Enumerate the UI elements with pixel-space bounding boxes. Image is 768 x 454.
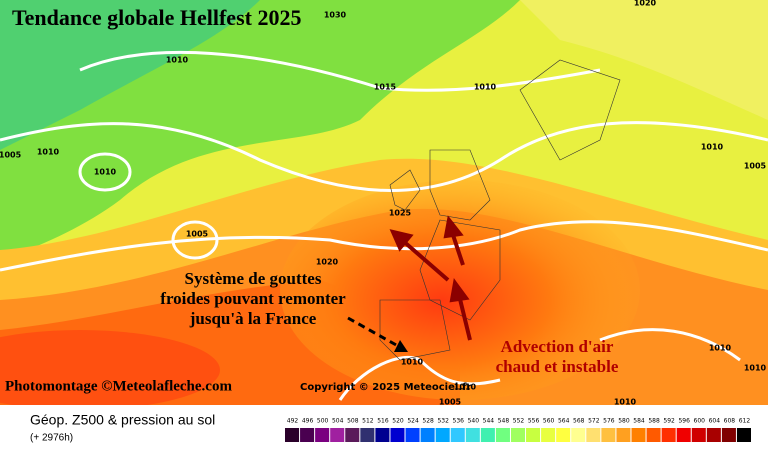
- legend-swatch: [450, 428, 465, 442]
- isobar-label: 1015: [374, 83, 397, 92]
- annotation-line: Advection d'air: [501, 337, 614, 356]
- legend-value: 516: [377, 418, 389, 425]
- annotation-line: froides pouvant remonter: [160, 289, 346, 308]
- map-background: [0, 0, 768, 410]
- legend-value: 588: [648, 418, 660, 425]
- legend-swatch: [571, 428, 586, 442]
- legend-value: 612: [739, 418, 751, 425]
- legend-swatch: [390, 428, 405, 442]
- isobar-label: 1010: [401, 358, 424, 367]
- legend-value: 552: [513, 418, 525, 425]
- map-title: Tendance globale Hellfest 2025: [12, 5, 301, 30]
- legend-value: 548: [498, 418, 510, 425]
- legend-value: 540: [468, 418, 480, 425]
- legend-value: 584: [633, 418, 645, 425]
- legend-value: 504: [332, 418, 344, 425]
- legend-value: 524: [407, 418, 419, 425]
- isobar-label: 1030: [324, 11, 347, 20]
- legend-swatch: [420, 428, 435, 442]
- legend-value: 520: [392, 418, 404, 425]
- annotation-line: chaud et instable: [496, 357, 619, 376]
- legend-swatch: [345, 428, 360, 442]
- legend-swatch: [661, 428, 676, 442]
- isobar-label: 1010: [94, 168, 117, 177]
- legend-value: 544: [483, 418, 495, 425]
- legend-value: 528: [422, 418, 434, 425]
- legend-value: 532: [437, 418, 449, 425]
- legend-value: 556: [528, 418, 540, 425]
- legend-value: 604: [709, 418, 721, 425]
- legend-value: 592: [663, 418, 675, 425]
- legend-swatch: [556, 428, 571, 442]
- legend-swatch: [510, 428, 526, 442]
- isobar-label: 1010: [614, 398, 637, 407]
- legend-swatch: [631, 428, 646, 442]
- legend-value: 568: [573, 418, 585, 425]
- legend-swatch: [586, 428, 601, 442]
- legend-swatch: [601, 428, 616, 442]
- legend-swatch: [300, 428, 315, 442]
- legend-swatch: [526, 428, 541, 442]
- isobar-label: 1010: [709, 344, 732, 353]
- legend-swatch: [360, 428, 375, 442]
- legend-value: 576: [603, 418, 615, 425]
- footer-run: (+ 2976h): [30, 433, 73, 444]
- legend-swatch: [646, 428, 661, 442]
- legend-swatch: [721, 428, 736, 442]
- legend-swatch: [405, 428, 420, 442]
- cold-arrow: [347, 316, 408, 352]
- isobar-label: 1010: [474, 83, 497, 92]
- legend-swatch: [495, 428, 510, 442]
- legend-swatch: [285, 428, 300, 442]
- legend-swatch: [541, 428, 556, 442]
- isobar-label: 1005: [186, 230, 209, 239]
- annotation-line: Système de gouttes: [185, 269, 322, 288]
- coastlines: [379, 59, 621, 361]
- legend-value: 512: [362, 418, 374, 425]
- isobar-label: 1005: [439, 398, 462, 407]
- legend-value: 492: [287, 418, 299, 425]
- legend-value: 572: [588, 418, 600, 425]
- legend-value: 580: [618, 418, 630, 425]
- credit-left: Photomontage ©Meteolafleche.com: [5, 378, 232, 394]
- legend-swatch: [706, 428, 721, 442]
- legend-swatch: [465, 428, 480, 442]
- legend-value: 496: [302, 418, 314, 425]
- legend-swatch: [616, 428, 631, 442]
- credit-right: Copyright © 2025 Meteociel.fr: [300, 382, 471, 393]
- isobar-label: 1010: [701, 143, 724, 152]
- legend-value: 508: [347, 418, 359, 425]
- isobar-label: 1010: [744, 364, 767, 373]
- legend-value: 600: [694, 418, 706, 425]
- legend-swatch: [315, 428, 330, 442]
- legend-value: 536: [453, 418, 465, 425]
- legend-value: 500: [317, 418, 329, 425]
- annotation-line: jusqu'à la France: [189, 309, 317, 328]
- isobar-label: 1020: [316, 258, 339, 267]
- legend-swatch: [330, 428, 345, 442]
- legend-swatch: [736, 428, 751, 442]
- isobar-label: 1010: [37, 148, 60, 157]
- legend-value: 560: [543, 418, 555, 425]
- legend-value: 608: [724, 418, 736, 425]
- legend-swatch: [691, 428, 706, 442]
- isobar-label: 1025: [389, 209, 412, 218]
- legend-swatch: [435, 428, 450, 442]
- legend-value: 564: [558, 418, 570, 425]
- isobar-label: 1010: [166, 56, 189, 65]
- legend-swatch: [480, 428, 495, 442]
- warm-arrows: [389, 215, 472, 341]
- isobar-label: 1005: [0, 151, 22, 160]
- legend-swatch: [375, 428, 390, 442]
- isobar-label: 1020: [634, 0, 657, 8]
- legend-value: 596: [678, 418, 690, 425]
- footer-title: Géop. Z500 & pression au sol: [30, 412, 215, 428]
- isobar-label: 1010: [454, 383, 477, 392]
- isobar-label: 1005: [744, 162, 767, 171]
- legend-swatch: [676, 428, 691, 442]
